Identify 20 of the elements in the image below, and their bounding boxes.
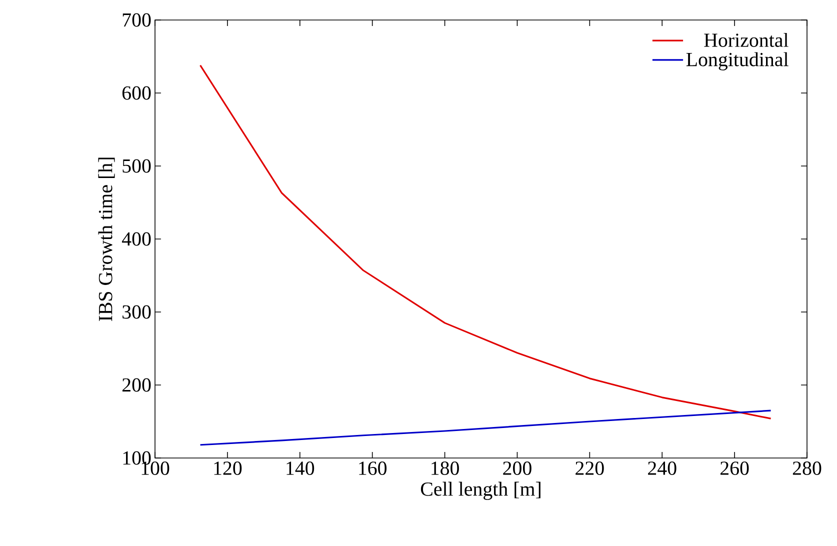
y-tick-label: 400 — [122, 232, 151, 246]
x-tick-label: 220 — [576, 462, 604, 475]
x-tick-label: 180 — [432, 462, 459, 475]
x-tick-label: 280 — [792, 462, 822, 475]
y-tick-label: 500 — [122, 159, 151, 173]
y-tick-label: 200 — [122, 378, 151, 392]
x-tick-label: 140 — [286, 462, 314, 475]
y-tick-label: 700 — [122, 13, 151, 27]
x-tick-label: 160 — [359, 462, 387, 475]
x-tick-label: 200 — [503, 462, 532, 475]
x-tick-label: 260 — [720, 462, 749, 475]
x-tick-label: 240 — [648, 462, 676, 475]
legend-label: Longitudinal — [686, 52, 788, 70]
x-axis-title: Cell length [m] — [420, 482, 540, 500]
legend-label: Horizontal — [704, 32, 788, 47]
x-tick-label: 120 — [214, 462, 242, 475]
y-tick-label: 600 — [122, 86, 151, 100]
line-series — [199, 410, 772, 446]
y-axis-title: IBS Growth time [h] — [98, 158, 115, 322]
y-tick-label: 300 — [122, 305, 151, 319]
